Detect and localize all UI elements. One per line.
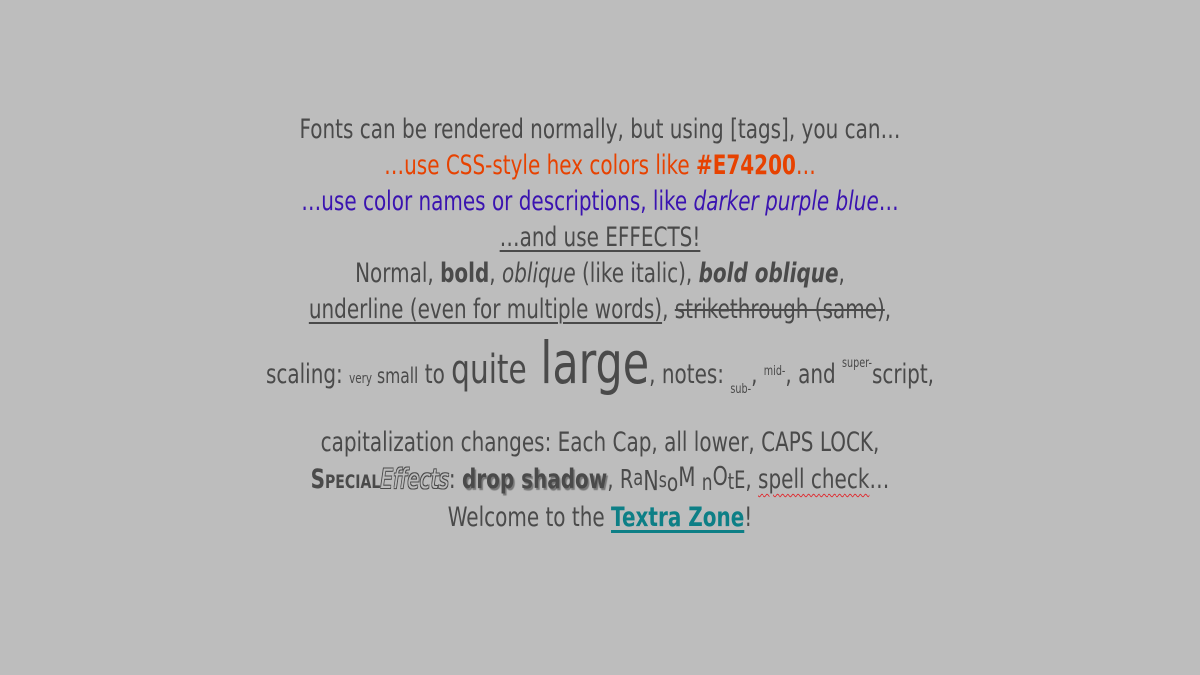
bold-text: bold	[440, 258, 490, 289]
and-text: , and	[785, 359, 843, 390]
strikethrough-text: strikethrough (same)	[674, 294, 885, 325]
line-intro: Fonts can be rendered normally, but usin…	[156, 112, 1044, 148]
midscript-text: mid-	[763, 364, 786, 379]
line-decorations: underline (even for multiple words), str…	[156, 292, 1044, 328]
normal-text: Normal,	[355, 258, 441, 289]
intro-text: Fonts can be rendered normally, but usin…	[299, 114, 901, 145]
line-welcome: Welcome to the Textra Zone!	[156, 500, 1044, 536]
drop-shadow-text: drop shadow	[461, 464, 608, 495]
line-hex-colors: …use CSS-style hex colors like #E74200…	[156, 148, 1044, 184]
hex-ellipsis: …	[795, 150, 816, 181]
large-text: large	[526, 329, 650, 397]
line-effects: …and use EFFECTS!	[156, 220, 1044, 256]
hex-colors-text: …use CSS-style hex colors like	[384, 150, 696, 181]
comma: ,	[607, 464, 620, 495]
ransom-letter: t	[727, 470, 735, 495]
line-special-effects: SpecialEffects: drop shadow, RaNsoM nOtE…	[156, 461, 1044, 500]
exclamation: !	[744, 502, 753, 533]
small-text: small	[372, 364, 419, 388]
very-small-text: very	[349, 371, 373, 387]
italic-note: (like italic),	[575, 258, 699, 289]
ransom-note-text: RaNsoM nOtE	[619, 462, 746, 497]
outline-text: Effects	[380, 464, 449, 495]
line-scaling: scaling: very small to quite large, note…	[156, 328, 1044, 425]
ransom-letter: o	[666, 468, 679, 497]
spell-check-text: spell check	[758, 464, 870, 495]
quite-text: quite	[451, 347, 527, 393]
superscript-text: super-	[842, 356, 872, 371]
bold-oblique-text: bold oblique	[698, 258, 839, 289]
ellipsis: …	[869, 464, 890, 495]
line-styles: Normal, bold, oblique (like italic), bol…	[156, 256, 1044, 292]
comma: ,	[751, 359, 764, 390]
color-description: darker purple blue	[693, 186, 879, 217]
color-names-ellipsis: …	[878, 186, 899, 217]
scaling-label: scaling:	[265, 359, 350, 390]
line-capitalization: capitalization changes: Each Cap, all lo…	[156, 425, 1044, 461]
colon: :	[448, 464, 462, 495]
welcome-text: Welcome to the	[447, 502, 612, 533]
text-showcase: Fonts can be rendered normally, but usin…	[0, 112, 1200, 536]
small-caps-text: Special	[310, 464, 381, 495]
ransom-letter: M	[678, 462, 696, 493]
ransom-letter: E	[734, 466, 746, 494]
ransom-letter: R	[619, 465, 634, 495]
ransom-letter: s	[658, 468, 667, 492]
comma: ,	[489, 258, 502, 289]
comma: ,	[884, 294, 892, 325]
notes-label: , notes:	[649, 359, 731, 390]
capitalization-text: capitalization changes: Each Cap, all lo…	[320, 427, 880, 458]
ransom-letter: O	[712, 462, 728, 492]
ransom-letter: N	[643, 464, 659, 497]
line-color-names: …use color names or descriptions, like d…	[156, 184, 1044, 220]
comma: ,	[745, 464, 759, 495]
hex-code: #E74200	[695, 150, 796, 181]
textra-zone-link[interactable]: Textra Zone	[611, 502, 745, 533]
oblique-text: oblique	[501, 258, 576, 289]
underline-text: underline (even for multiple words)	[308, 294, 663, 325]
comma: ,	[838, 258, 845, 289]
subscript-text: sub-	[730, 382, 752, 397]
ransom-letter: n	[701, 470, 713, 496]
ransom-letter: a	[633, 466, 644, 491]
effects-text: …and use EFFECTS!	[499, 222, 701, 253]
color-names-text: …use color names or descriptions, like	[301, 186, 694, 217]
script-text: script,	[871, 359, 935, 390]
comma: ,	[662, 294, 675, 325]
to-text: to	[418, 359, 452, 390]
